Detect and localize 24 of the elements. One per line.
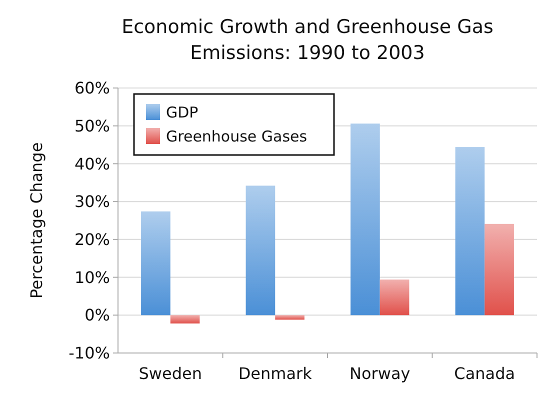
bar xyxy=(350,124,380,316)
y-tick-label: 10% xyxy=(74,268,110,287)
y-tick-label: 60% xyxy=(74,78,110,98)
y-tick-label: 30% xyxy=(74,192,110,212)
x-tick-label: Norway xyxy=(350,364,410,383)
y-tick-label: 20% xyxy=(74,230,110,250)
legend-label: Greenhouse Gases xyxy=(166,127,308,146)
bar xyxy=(246,186,276,316)
bar xyxy=(275,315,304,320)
legend-label: GDP xyxy=(166,103,198,122)
x-tick-label: Sweden xyxy=(138,364,202,383)
bar xyxy=(170,315,200,324)
chart-title: Economic Growth and Greenhouse Gas Emissions: 1990 to 2003 xyxy=(122,16,494,64)
bar xyxy=(141,211,170,316)
bar xyxy=(380,280,410,316)
y-tick-label: -10% xyxy=(68,344,110,363)
y-tick-label: 0% xyxy=(84,306,110,325)
y-tick-label: 50% xyxy=(74,116,110,136)
bar xyxy=(484,224,514,316)
y-tick-label: 40% xyxy=(74,154,110,174)
x-tick-label: Denmark xyxy=(238,364,313,383)
y-axis-title: Percentage Change xyxy=(27,142,46,299)
x-tick-label: Canada xyxy=(454,364,516,383)
bar xyxy=(455,147,485,316)
